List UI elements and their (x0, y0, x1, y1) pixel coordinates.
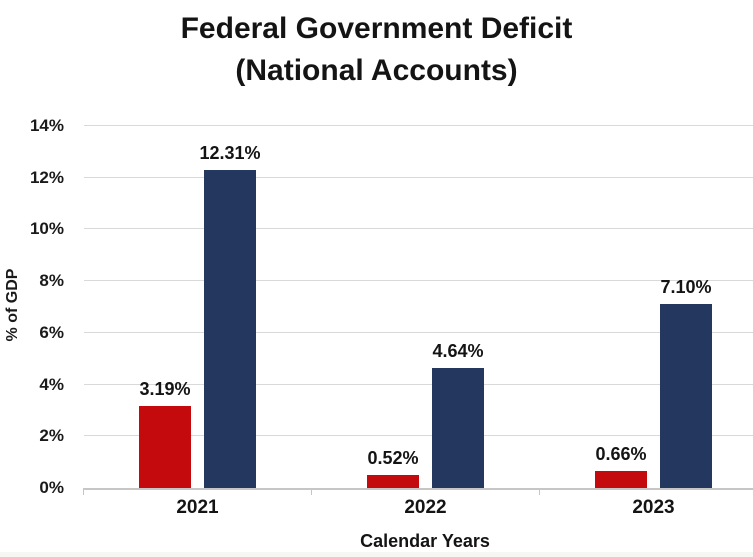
bar-deficit-navy-series-2022 (432, 368, 484, 488)
gridline (84, 176, 753, 178)
bar-value-label: 3.19% (139, 378, 191, 399)
y-axis-title: % of GDP (4, 268, 21, 342)
y-tick-label: 14% (29, 116, 64, 135)
y-tick-label: 10% (29, 219, 64, 239)
x-axis-title: Calendar Years (360, 531, 490, 551)
y-tick-label: 0% (39, 478, 64, 497)
y-tick-label: 8% (39, 271, 64, 291)
x-category-label: 2023 (632, 497, 675, 518)
bar-deficit-navy-series-2023 (660, 304, 712, 488)
x-category-label: 2021 (176, 497, 219, 518)
y-tick-label: 4% (39, 374, 64, 394)
gridline (84, 435, 753, 437)
y-tick-label: 6% (39, 322, 64, 342)
gridline (84, 383, 753, 385)
bar-value-label: 4.64% (432, 341, 484, 362)
y-tick-label: 12% (29, 167, 64, 187)
gridline (84, 125, 753, 126)
x-axis-tick (311, 488, 312, 495)
bar-deficit-red-series-2022 (367, 474, 419, 488)
chart-title-line1: Federal Government Deficit (180, 12, 573, 45)
chart-title: Federal Government Deficit (National Acc… (0, 8, 753, 92)
chart-title-line2: (National Accounts) (235, 54, 518, 87)
bar-deficit-red-series-2023 (595, 470, 647, 488)
bar-deficit-red-series-2021 (139, 405, 191, 488)
bar-deficit-navy-series-2021 (204, 169, 256, 488)
plot-area: 3.19% 0.52% 0.66% 12.31% 4.64% 7.10% (84, 125, 753, 490)
bottom-strip (0, 552, 753, 557)
x-axis-tick (83, 488, 84, 495)
bar-value-label: 12.31% (199, 142, 261, 163)
y-tick-label: 2% (39, 426, 64, 446)
bar-value-label: 0.66% (595, 443, 647, 464)
x-axis-tick (539, 488, 540, 495)
gridline (84, 331, 753, 333)
gridline (84, 228, 753, 230)
bar-value-label: 7.10% (660, 277, 712, 298)
bar-value-label: 0.52% (367, 447, 419, 468)
gridline (84, 280, 753, 282)
x-category-label: 2022 (404, 497, 447, 518)
